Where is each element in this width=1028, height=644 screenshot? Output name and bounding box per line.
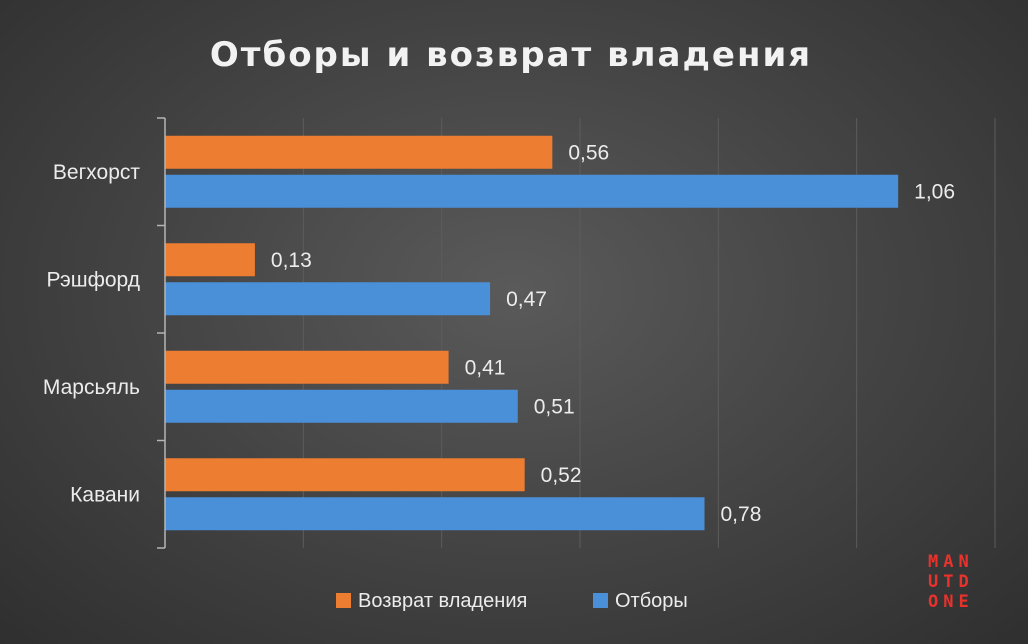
legend-label: Отборы	[615, 590, 688, 612]
bar	[165, 174, 899, 208]
category-label: Рэшфорд	[46, 268, 140, 291]
category-label: Кавани	[70, 483, 140, 506]
data-label: 0,78	[721, 503, 762, 526]
bar	[165, 350, 449, 384]
bar	[165, 282, 491, 316]
data-label: 0,41	[465, 356, 506, 379]
data-label: 0,47	[506, 288, 547, 311]
bar	[165, 243, 255, 277]
data-label: 0,52	[541, 464, 582, 487]
legend-swatch	[336, 593, 351, 608]
logo-line: ONE	[928, 592, 974, 612]
data-label: 0,51	[534, 395, 575, 418]
bar	[165, 497, 705, 531]
data-label: 1,06	[914, 180, 955, 203]
chart-title: Отборы и возврат владения	[210, 35, 812, 75]
bar	[165, 389, 518, 423]
category-label: Вегхорст	[53, 161, 140, 184]
legend: Возврат владения Отборы	[336, 590, 688, 612]
brand-logo: MAN UTD ONE	[928, 552, 974, 612]
logo-line: MAN	[928, 552, 974, 572]
bars: 0,56 1,06 0,13 0,47 0,41 0,51 0,52 0,78	[165, 135, 955, 531]
bar	[165, 458, 525, 492]
data-label: 0,13	[271, 249, 312, 272]
legend-label: Возврат владения	[358, 590, 527, 612]
logo-line: UTD	[928, 572, 974, 592]
category-label: Марсьяль	[43, 376, 140, 399]
legend-swatch	[593, 593, 608, 608]
data-label: 0,56	[568, 141, 609, 164]
category-axis: Вегхорст Рэшфорд Марсьяль Кавани	[43, 117, 166, 549]
bar	[165, 135, 553, 169]
